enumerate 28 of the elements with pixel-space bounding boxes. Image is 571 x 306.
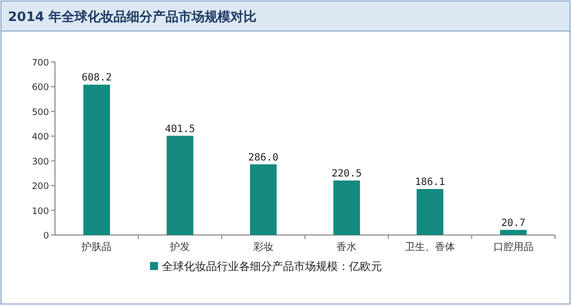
bar — [500, 230, 527, 235]
data-label: 220.5 — [332, 168, 362, 180]
y-tick-label: 500 — [32, 108, 50, 118]
y-tick-label: 400 — [32, 132, 50, 143]
chart-title: 2014 年全球化妆品细分产品市场规模对比 — [8, 9, 257, 25]
y-tick-label: 0 — [43, 232, 50, 242]
data-label: 608.2 — [82, 72, 112, 84]
x-tick-label: 彩妆 — [253, 241, 274, 253]
y-tick-label: 300 — [32, 157, 50, 168]
bar — [416, 189, 444, 235]
data-label: 401.5 — [164, 124, 196, 135]
x-tick-label: 护肤品 — [80, 241, 112, 253]
bar — [166, 136, 194, 235]
y-tick-label: 700 — [32, 58, 50, 68]
y-tick-label: 200 — [32, 182, 50, 192]
x-tick-label: 香水 — [336, 241, 357, 253]
legend-label: 全球化妆品行业各细分产品市场规模：亿欧元 — [162, 260, 382, 273]
data-label: 286.0 — [248, 152, 278, 164]
x-tick-label: 卫生、香体 — [405, 241, 455, 253]
x-tick-label: 护发 — [169, 241, 190, 253]
y-tick-label: 100 — [32, 206, 50, 217]
y-tick-label: 600 — [32, 83, 50, 94]
data-label: 20.7 — [501, 218, 526, 229]
x-tick-label: 口腔用品 — [493, 241, 534, 253]
bar — [250, 164, 277, 235]
bar — [333, 180, 360, 235]
bar — [83, 84, 110, 235]
data-label: 186.1 — [414, 177, 446, 188]
